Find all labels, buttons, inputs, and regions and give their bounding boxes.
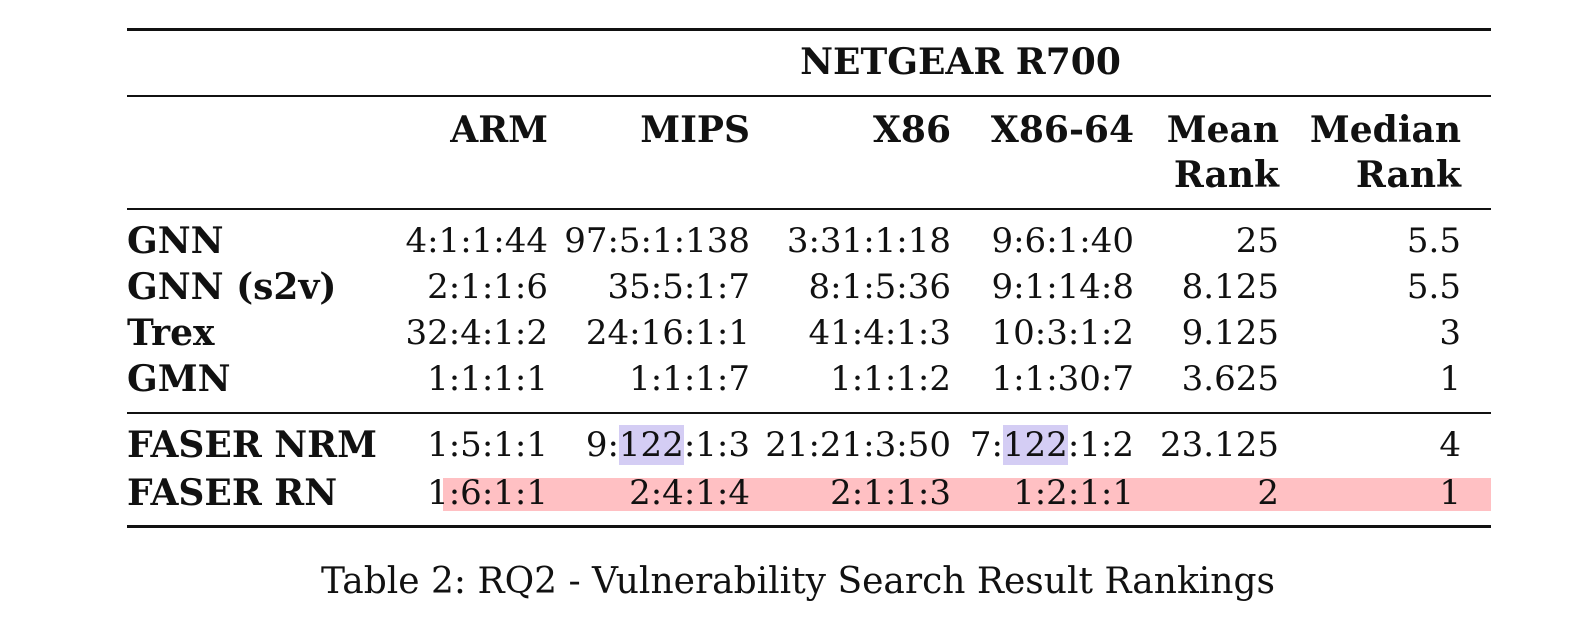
col-header-x86-64-text: X86-64 — [990, 109, 1134, 151]
table-cell: 1:2:1:1 — [1013, 473, 1134, 513]
col-header-arm-text: ARM — [450, 109, 548, 151]
table-cell: 97:5:1:138 — [564, 221, 750, 261]
faser-section-rule — [127, 412, 1491, 414]
table-cell: 2 — [1257, 473, 1279, 513]
table-cell: 1 — [1439, 473, 1461, 513]
col-header-median-rank-line2: Rank — [1355, 154, 1461, 196]
cell-text-post: :1:2 — [1067, 425, 1134, 465]
group-header: NETGEAR R700 — [800, 41, 1121, 83]
table-cell: 5.5 — [1406, 221, 1461, 261]
table-cell: 23.125 — [1160, 425, 1279, 465]
table-cell: 32:4:1:2 — [405, 313, 548, 353]
table-cell: 8.125 — [1181, 267, 1279, 307]
table-cell: 35:5:1:7 — [607, 267, 750, 307]
table-cell-split: 7:122:1:2 — [970, 422, 1134, 468]
table-cell: 1:1:30:7 — [991, 359, 1134, 399]
table-cell: 25 — [1235, 221, 1279, 261]
col-header-mean-rank-line1: Mean — [1166, 109, 1279, 151]
table-cell: 9.125 — [1181, 313, 1279, 353]
best-row-highlight — [443, 478, 1491, 511]
col-header-mips: MIPS — [640, 108, 750, 153]
table-cell: 1:6:1:1 — [427, 473, 548, 513]
cell-text-pre: 9: — [585, 425, 619, 465]
row-label-gmn: GMN — [127, 358, 231, 400]
table-cell: 2:1:1:6 — [427, 267, 548, 307]
col-header-x86-64: X86-64 — [991, 108, 1134, 153]
table-cell: 4 — [1439, 425, 1461, 465]
table-cell: 10:3:1:2 — [991, 313, 1134, 353]
cell-highlight-mark: 122 — [618, 425, 684, 465]
col-header-arm: ARM — [450, 108, 548, 153]
table-cell-split: 9:122:1:3 — [586, 422, 750, 468]
table-cell: 1:1:1:7 — [629, 359, 750, 399]
col-header-mean-rank: Mean Rank — [1167, 108, 1279, 198]
col-header-mean-rank-line2: Rank — [1173, 154, 1279, 196]
table-cell: 4:1:1:44 — [405, 221, 548, 261]
table-cell: 41:4:1:3 — [808, 313, 951, 353]
table-bottom-rule — [127, 525, 1491, 528]
cell-text-post: :1:3 — [683, 425, 750, 465]
row-label-faser-rn: FASER RN — [127, 472, 338, 514]
table-top-rule — [127, 28, 1491, 31]
table-cell: 9:1:14:8 — [991, 267, 1134, 307]
header-rule — [127, 208, 1491, 210]
row-label-gnn: GNN — [127, 220, 224, 262]
table-cell: 8:1:5:36 — [808, 267, 951, 307]
cell-text-pre: 7: — [969, 425, 1003, 465]
table-cell: 1:5:1:1 — [427, 425, 548, 465]
row-label-trex: Trex — [127, 312, 215, 354]
col-header-median-rank-line1: Median — [1309, 109, 1461, 151]
table-cell: 2:1:1:3 — [830, 473, 951, 513]
table-caption: Table 2: RQ2 - Vulnerability Search Resu… — [321, 561, 1275, 602]
table-cell: 9:6:1:40 — [991, 221, 1134, 261]
group-header-rule — [127, 95, 1491, 97]
col-header-x86: X86 — [873, 108, 951, 153]
table-cell: 3:31:1:18 — [786, 221, 951, 261]
table-cell: 21:21:3:50 — [765, 425, 951, 465]
table-cell: 1:1:1:2 — [830, 359, 951, 399]
col-header-median-rank: Median Rank — [1310, 108, 1461, 198]
row-label-gnn-s2v: GNN (s2v) — [127, 266, 337, 308]
table-cell: 3 — [1439, 313, 1461, 353]
table-cell: 1:1:1:1 — [427, 359, 548, 399]
row-label-faser-nrm: FASER NRM — [127, 424, 377, 466]
table-cell: 24:16:1:1 — [585, 313, 750, 353]
table-cell: 2:4:1:4 — [629, 473, 750, 513]
col-header-mips-text: MIPS — [640, 109, 750, 151]
table-cell: 3.625 — [1181, 359, 1279, 399]
col-header-x86-text: X86 — [872, 109, 951, 151]
table-cell: 5.5 — [1406, 267, 1461, 307]
table-cell: 1 — [1439, 359, 1461, 399]
cell-highlight-mark: 122 — [1002, 425, 1068, 465]
